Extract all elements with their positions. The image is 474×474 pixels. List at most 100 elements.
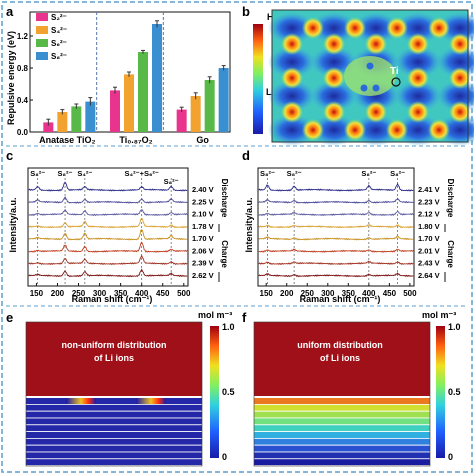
panel-b-high-region xyxy=(344,17,366,39)
raman-xtick-label: 450 xyxy=(156,289,170,298)
raman-spectrum xyxy=(258,197,414,204)
panel-b-high-region xyxy=(281,33,303,55)
panel-letter-a: a xyxy=(6,4,14,19)
raman-xtick-label: 400 xyxy=(135,289,149,298)
panel-d-plot: 150 200 250 300 350 400 450 500 S₈²⁻ S₈²⁻ S₈²⁻ S₈²⁻… xyxy=(257,167,455,298)
panel-a-legend-swatch xyxy=(36,52,48,60)
raman-spectrum xyxy=(258,210,414,217)
raman-voltage-label: 2.64 V xyxy=(418,271,440,280)
raman-spectrum xyxy=(258,223,414,229)
layer-band xyxy=(26,438,202,445)
panel-e-caption-1: non-uniform distribution xyxy=(62,340,167,350)
layer-band xyxy=(254,452,430,459)
panel-b-high-region xyxy=(302,119,324,141)
raman-spectrum xyxy=(28,196,188,204)
panel-f-cb-tick-bot: 0 xyxy=(448,452,453,462)
raman-xtick-label: 200 xyxy=(51,289,65,298)
raman-voltage-label: 2.39 V xyxy=(192,259,214,268)
panel-a-bar xyxy=(204,80,215,132)
panel-e-top-region xyxy=(26,322,202,396)
panel-a-bar xyxy=(176,109,187,132)
panel-letter-f: f xyxy=(242,310,247,325)
panel-b-high-region xyxy=(449,101,471,123)
panel-f-caption-2: of Li ions xyxy=(320,353,360,363)
panel-b-low-region xyxy=(394,114,442,146)
raman-frame xyxy=(27,167,189,287)
layer-band xyxy=(26,404,202,411)
panel-f-unit: mol m⁻³ xyxy=(422,310,456,320)
panel-b-high-region xyxy=(449,33,471,55)
raman-xtick-label: 250 xyxy=(72,289,86,298)
raman-charge-label: Charge xyxy=(220,240,229,268)
raman-voltage-label: 2.43 V xyxy=(418,259,440,268)
raman-spectrum xyxy=(258,235,414,241)
panel-b-high-region xyxy=(281,101,303,123)
panel-a-group-label: Ti₀.₈₇O₂ xyxy=(119,135,152,145)
raman-spectrum xyxy=(258,260,414,266)
layer-band xyxy=(254,418,430,425)
panel-a-ytick-label: 0.0 xyxy=(17,128,29,137)
panel-b-low-region xyxy=(268,46,316,78)
panel-b-potential-map xyxy=(268,9,474,146)
panel-b-high-region xyxy=(449,67,471,89)
raman-xtick-label: 350 xyxy=(114,289,128,298)
panel-e-colorbar xyxy=(210,326,219,458)
raman-peak-label: S₈²⁻ xyxy=(164,177,179,186)
panel-b-frame xyxy=(271,9,469,143)
panel-d-xlabel: Raman shift (cm⁻¹) xyxy=(300,294,381,304)
panel-e-caption-2: of Li ions xyxy=(94,353,134,363)
raman-peak-label: S₈²⁻ xyxy=(361,169,376,178)
raman-xtick-label: 200 xyxy=(280,289,294,298)
layer-frame xyxy=(253,321,431,467)
panel-b-low-region xyxy=(310,12,358,44)
layer-band xyxy=(26,432,202,438)
raman-peak-label: S₈²⁻ xyxy=(260,169,275,178)
panel-letter-b: b xyxy=(242,4,250,19)
layer-band xyxy=(26,452,202,459)
panel-f-top-region xyxy=(254,322,430,396)
panel-letter-e: e xyxy=(6,310,13,325)
raman-spectrum xyxy=(28,218,188,229)
raman-spectrum xyxy=(258,272,414,278)
raman-peak-label: S₈²⁻ xyxy=(390,169,405,178)
layer-band xyxy=(254,404,430,411)
raman-voltage-label: 2.01 V xyxy=(418,246,440,255)
panel-b-low-region xyxy=(352,12,400,44)
panel-b-high-region xyxy=(323,101,345,123)
panel-c-xlabel: Raman shift (cm⁻¹) xyxy=(72,294,153,304)
layer-band xyxy=(26,459,202,466)
panel-e-unit: mol m⁻³ xyxy=(198,310,232,320)
layer-band xyxy=(26,398,202,404)
panel-a-legend-label: S₈²⁻ xyxy=(51,52,67,61)
raman-voltage-label: 1.80 V xyxy=(418,222,440,231)
panel-a-bar xyxy=(57,112,68,132)
panel-b-low-region xyxy=(310,80,358,112)
panel-letter-c: c xyxy=(6,148,13,163)
panel-a-ylabel: Repulsive energy (eV) xyxy=(6,31,16,125)
panel-a-bar xyxy=(218,68,229,132)
raman-frame xyxy=(257,167,415,287)
panel-d-ylabel: Intensity/a.u. xyxy=(244,197,254,252)
panel-e-layers xyxy=(25,321,203,467)
panel-b-low-region xyxy=(268,114,316,146)
panel-b-low-region xyxy=(268,12,316,44)
panel-b-high-region xyxy=(365,101,387,123)
panel-a-bar xyxy=(85,101,96,132)
panel-b-center-region xyxy=(344,56,396,96)
panel-b-high-region xyxy=(365,33,387,55)
panel-a: a 0.0 0.4 0.8 1.2 Repulsive energy (eV) S₂²… xyxy=(6,4,231,145)
panel-b-low-region xyxy=(394,80,442,112)
layer-hotspot xyxy=(66,398,96,404)
raman-voltage-label: 2.25 V xyxy=(192,197,214,206)
raman-spectrum xyxy=(28,208,188,217)
panel-b-ti-marker xyxy=(391,77,401,87)
raman-peak-label: S₈²⁻ xyxy=(30,169,45,178)
panel-b: b High Low Ti xyxy=(242,4,474,146)
panel-b-low-region xyxy=(394,12,442,44)
panel-b-high-region xyxy=(428,17,450,39)
panel-b-high-region xyxy=(281,67,303,89)
panel-letter-d: d xyxy=(242,148,250,163)
layer-band xyxy=(254,445,430,452)
panel-a-group-label: Go xyxy=(196,135,209,145)
